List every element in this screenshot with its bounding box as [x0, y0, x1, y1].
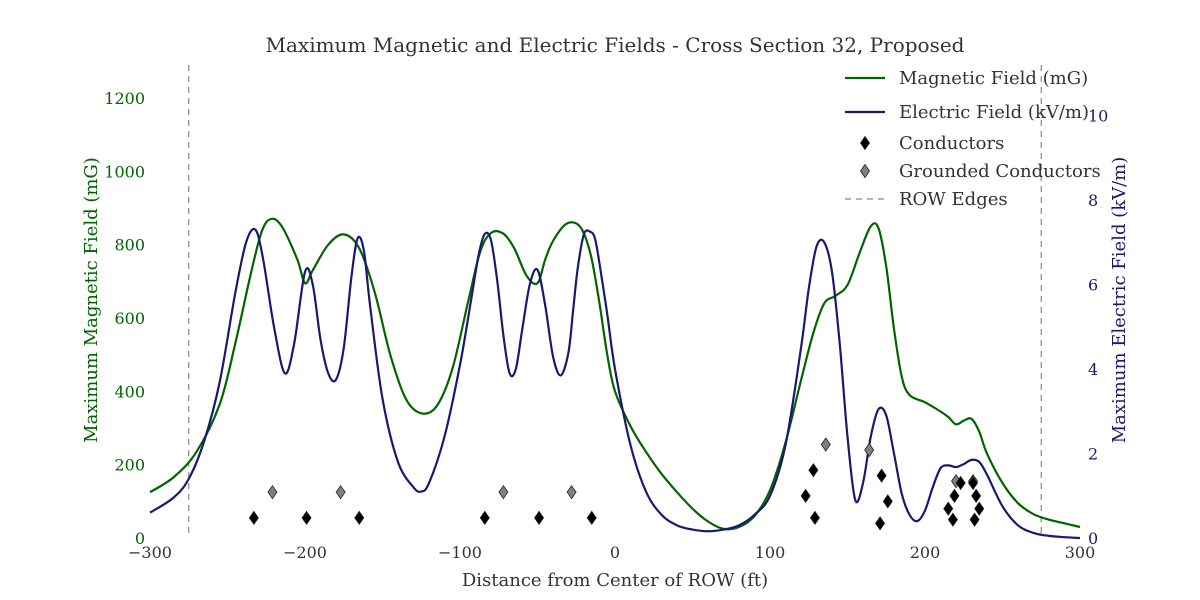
grounded-conductor-marker [498, 484, 509, 500]
conductor-marker [971, 488, 982, 504]
legend-item: Grounded Conductors [860, 161, 1101, 182]
x-tick-label: −300 [128, 543, 172, 562]
axes: −300 −200 −100 0 100 200 300020040060080010001… [104, 89, 1108, 562]
x-tick-label: 200 [910, 543, 941, 562]
conductor-marker [301, 510, 312, 526]
y-right-tick-label: 10 [1088, 107, 1108, 126]
conductor-marker [876, 468, 887, 483]
y-right-tick-label: 8 [1088, 191, 1098, 210]
conductor-marker [479, 510, 490, 526]
conductor-marker [943, 501, 954, 516]
grounded-conductor-marker [820, 437, 831, 452]
legend-item: Magnetic Field (mG) [845, 68, 1088, 89]
conductor-marker [248, 510, 259, 526]
conductor-marker [809, 510, 820, 526]
conductor-marker [947, 512, 958, 527]
x-tick-label: 100 [755, 543, 786, 562]
x-axis-title: Distance from Center of ROW (ft) [462, 570, 768, 591]
conductor-marker [974, 501, 985, 516]
y-right-axis-title: Maximum Electric Field (kV/m) [1109, 157, 1130, 444]
legend-item: Electric Field (kV/m) [845, 102, 1089, 123]
legend: Magnetic Field (mG) Electric Field (kV/m)… [845, 68, 1101, 210]
y-left-tick-label: 400 [114, 382, 145, 401]
legend-label: Conductors [899, 133, 1004, 154]
grounded-conductor-marker [267, 484, 278, 500]
conductor-marker [586, 510, 597, 526]
grounded-conductor-marker [864, 442, 875, 458]
y-right-tick-label: 6 [1088, 276, 1098, 295]
x-tick-label: −100 [438, 543, 482, 562]
legend-label: Grounded Conductors [899, 161, 1101, 182]
x-tick-label: 0 [610, 543, 620, 562]
conductor-marker [955, 475, 966, 491]
electric-field-line [149, 227, 1081, 540]
grounded-conductor-marker [566, 484, 577, 500]
y-left-tick-label: 0 [135, 529, 145, 548]
legend-item: Conductors [860, 133, 1004, 154]
y-right-tick-label: 4 [1088, 360, 1098, 379]
chart-title: Maximum Magnetic and Electric Fields - C… [266, 33, 965, 57]
y-left-tick-label: 1000 [104, 162, 145, 181]
conductor-marker [968, 475, 979, 491]
legend-swatch-diamond [860, 163, 870, 179]
conductor-marker [808, 462, 819, 478]
y-left-tick-label: 600 [114, 309, 145, 328]
y-left-tick-label: 800 [114, 236, 145, 255]
y-right-tick-label: 2 [1088, 445, 1098, 464]
y-left-tick-label: 200 [114, 456, 145, 475]
conductor-marker [969, 512, 980, 527]
x-tick-label: 300 [1065, 543, 1096, 562]
y-right-tick-label: 0 [1088, 529, 1098, 548]
legend-label: Magnetic Field (mG) [899, 68, 1088, 89]
conductor-marker [875, 516, 886, 531]
conductor-marker [949, 488, 960, 504]
legend-label: ROW Edges [899, 189, 1008, 210]
legend-swatch-diamond [860, 135, 870, 151]
magnetic-field-line [149, 217, 1081, 531]
legend-label: Electric Field (kV/m) [899, 102, 1089, 123]
conductor-marker [354, 510, 365, 526]
y-left-tick-label: 1200 [104, 89, 145, 108]
conductor-marker [800, 488, 811, 504]
grounded-conductor-marker [335, 484, 346, 500]
y-left-axis-title: Maximum Magnetic Field (mG) [81, 157, 102, 443]
conductor-marker [882, 494, 893, 509]
x-tick-label: −200 [283, 543, 327, 562]
plot-area [149, 65, 1081, 540]
legend-item: ROW Edges [845, 189, 1008, 210]
conductor-marker [534, 510, 545, 526]
